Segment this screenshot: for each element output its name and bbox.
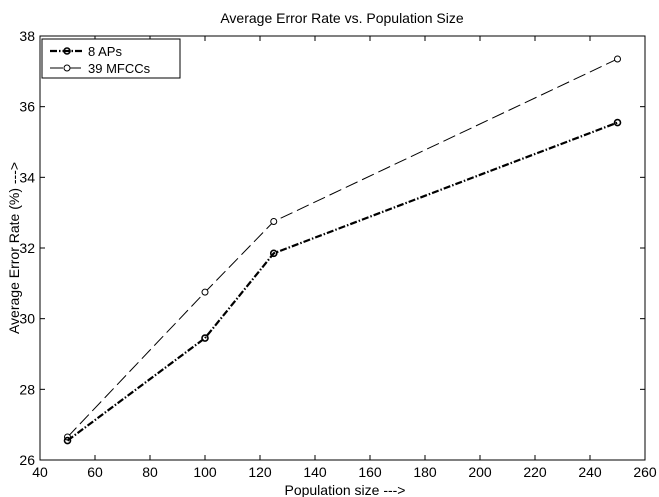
y-axis: 26 28 30 32 34 36 38 (19, 28, 645, 468)
legend-marker-8-aps (63, 47, 71, 55)
legend: 8 APs 39 MFCCs (41, 38, 181, 79)
data-point-8-aps (201, 334, 209, 342)
y-tick-label: 28 (19, 381, 35, 397)
x-tick-label: 40 (32, 464, 48, 480)
x-tick-label: 120 (248, 464, 272, 480)
y-tick-label: 32 (19, 240, 35, 256)
legend-label-39-mfccs: 39 MFCCs (88, 61, 151, 76)
x-tick-label: 60 (87, 464, 103, 480)
data-point-8-aps (63, 436, 72, 445)
x-axis: 40 60 80 100 120 140 160 180 200 220 240 260 (32, 36, 657, 480)
x-tick-label: 160 (358, 464, 382, 480)
y-tick-label: 30 (19, 311, 35, 327)
series-line-8-aps (66, 121, 618, 442)
plot-frame (39, 35, 646, 461)
data-point-8-aps (269, 249, 278, 258)
legend-box (41, 38, 181, 79)
x-tick-label: 140 (303, 464, 327, 480)
x-tick-label: 180 (413, 464, 437, 480)
y-tick-label: 38 (19, 28, 35, 44)
data-point-39-mfccs (614, 55, 621, 63)
y-tick-label: 36 (19, 99, 35, 115)
series-layer (63, 55, 622, 445)
data-point-8-aps (613, 118, 622, 127)
chart-title: Average Error Rate vs. Population Size (220, 10, 464, 26)
legend-marker-39-mfccs (63, 64, 71, 72)
series-line-39-mfccs (67, 58, 618, 438)
x-tick-label: 220 (523, 464, 547, 480)
x-tick-label: 260 (633, 464, 657, 480)
x-tick-label: 200 (468, 464, 492, 480)
y-axis-label: Average Error Rate (%) ---> (6, 162, 22, 334)
y-tick-label: 34 (19, 169, 35, 185)
x-tick-label: 240 (578, 464, 602, 480)
x-tick-label: 80 (142, 464, 158, 480)
x-axis-label: Population size ---> (284, 482, 405, 497)
x-tick-label: 100 (193, 464, 217, 480)
legend-label-8-aps: 8 APs (88, 44, 122, 59)
data-point-39-mfccs (201, 288, 209, 296)
data-point-39-mfccs (270, 218, 278, 225)
y-tick-label: 26 (19, 452, 35, 468)
